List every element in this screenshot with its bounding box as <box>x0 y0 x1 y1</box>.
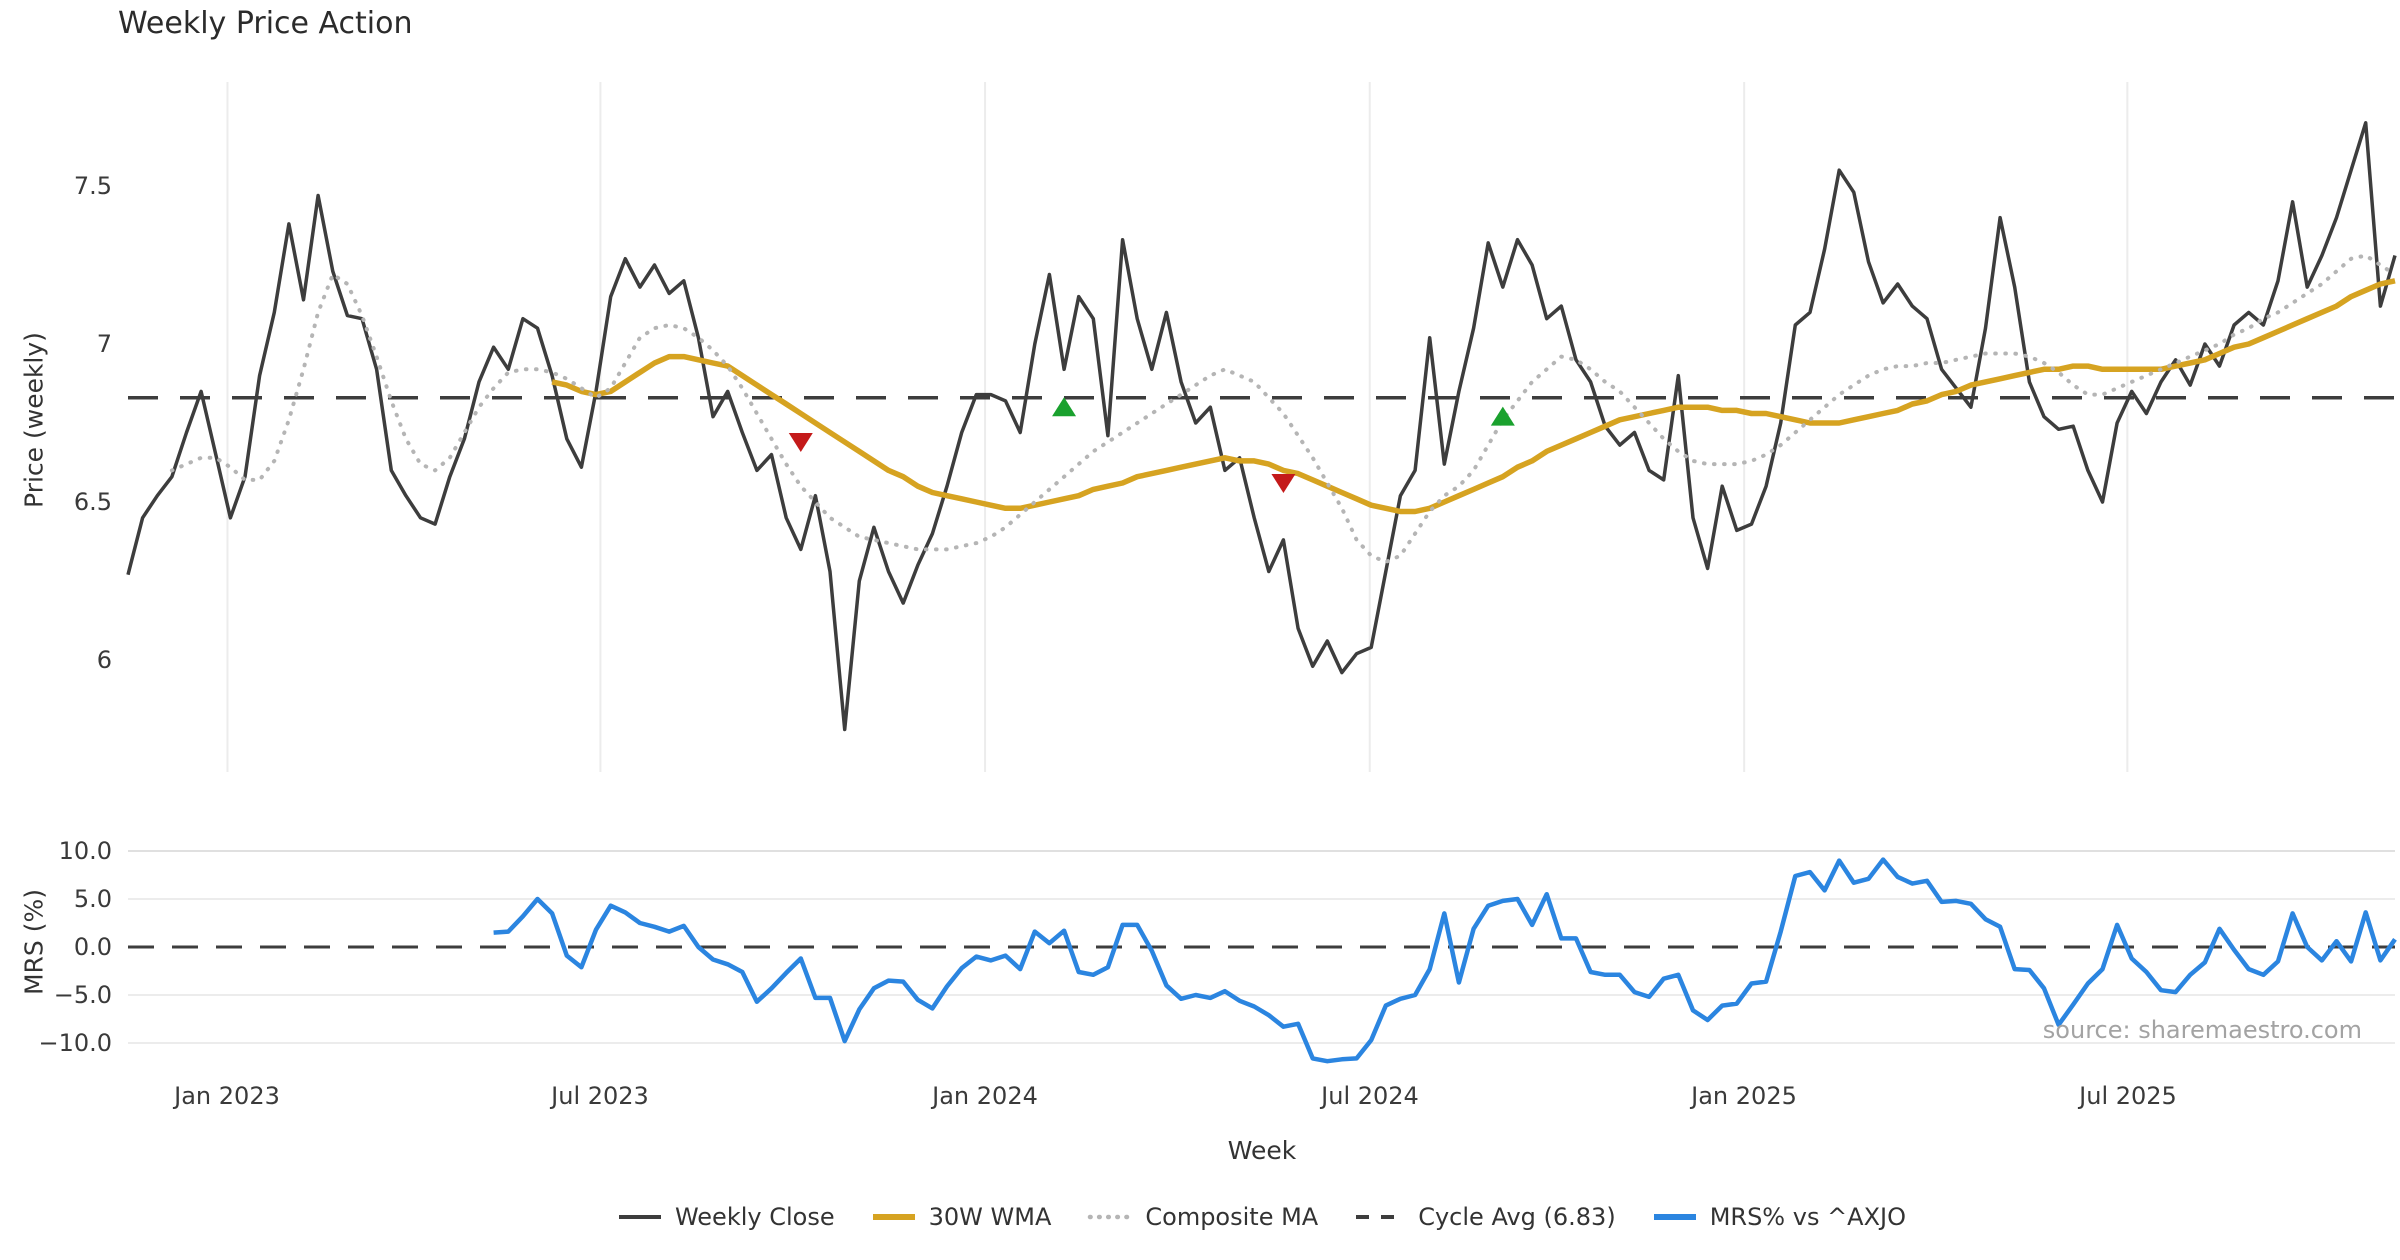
xtick-jul-2024: Jul 2024 <box>1321 1082 1419 1110</box>
30w-wma-line <box>551 278 2396 515</box>
legend: Weekly Close 30W WMA Composite MA Cycle … <box>128 1203 2395 1231</box>
cycle-avg-line-icon <box>1354 1213 1406 1221</box>
price-ytick-7: 7 <box>96 330 112 358</box>
mrs-line-icon <box>1652 1213 1698 1221</box>
composite-ma-line-icon <box>1087 1213 1134 1221</box>
xtick-jan-2024: Jan 2024 <box>932 1082 1038 1110</box>
sell-marker-icon <box>1271 474 1296 494</box>
legend-item-30w-wma: 30W WMA <box>871 1203 1052 1231</box>
composite-ma-line <box>169 253 2397 564</box>
mrs-axis-label: MRS (%) <box>19 888 49 996</box>
price-ytick-6-5: 6.5 <box>73 488 112 516</box>
source-note: source: sharemaestro.com <box>2042 1016 2362 1044</box>
xtick-jul-2023: Jul 2023 <box>551 1082 649 1110</box>
mrs-ytick-m10: −10.0 <box>38 1029 112 1057</box>
legend-label: Composite MA <box>1145 1203 1319 1231</box>
x-axis-label: Week <box>1227 1136 1297 1165</box>
mrs-ytick-5: 5.0 <box>73 885 112 913</box>
xtick-jul-2025: Jul 2025 <box>2079 1082 2177 1110</box>
mrs-ytick-10: 10.0 <box>58 837 112 865</box>
mrs-ytick-0: 0.0 <box>73 933 112 961</box>
legend-label: Cycle Avg (6.83) <box>1418 1203 1616 1231</box>
price-ytick-6: 6 <box>96 646 112 674</box>
price-ytick-7-5: 7.5 <box>73 172 112 200</box>
xtick-jan-2025: Jan 2025 <box>1691 1082 1797 1110</box>
legend-label: Weekly Close <box>674 1203 835 1231</box>
legend-item-composite-ma: Composite MA <box>1087 1203 1318 1231</box>
legend-item-weekly-close: Weekly Close <box>617 1203 835 1231</box>
buy-marker-icon <box>1490 406 1515 426</box>
weekly-close-line-icon <box>617 1213 663 1221</box>
legend-item-cycle-avg: Cycle Avg (6.83) <box>1354 1203 1616 1231</box>
chart-title: Weekly Price Action <box>118 6 413 41</box>
xtick-jan-2023: Jan 2023 <box>174 1082 280 1110</box>
legend-label: MRS% vs ^AXJO <box>1709 1203 1907 1231</box>
sell-marker-icon <box>788 432 813 452</box>
weekly-close-line <box>126 121 2397 732</box>
wma-line-icon <box>871 1213 917 1221</box>
legend-item-mrs: MRS% vs ^AXJO <box>1652 1203 1906 1231</box>
legend-label: 30W WMA <box>928 1203 1052 1231</box>
mrs-vs-axjo-line <box>493 857 2397 1064</box>
buy-marker-icon <box>1052 397 1077 417</box>
mrs-ytick-m5: −5.0 <box>53 981 112 1009</box>
price-axis-label: Price (weekly) <box>19 332 49 508</box>
